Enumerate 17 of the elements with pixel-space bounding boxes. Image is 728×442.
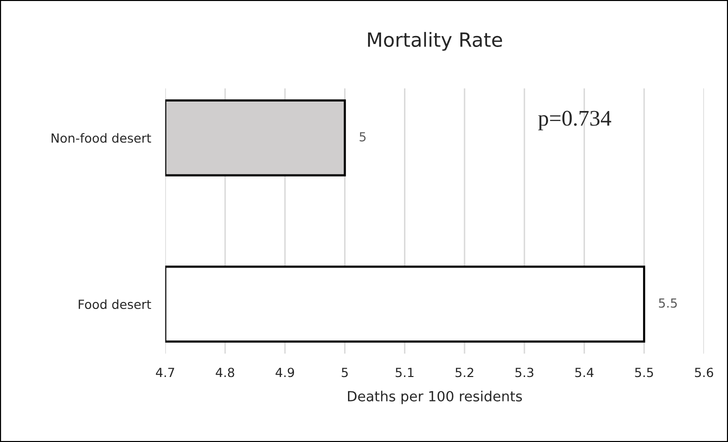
x-tick-label: 5.6 — [695, 368, 714, 378]
x-tick-label: 5.3 — [515, 368, 534, 378]
x-tick-label: 5 — [342, 368, 348, 378]
x-tick-label: 4.9 — [276, 368, 294, 378]
x-tick-label: 4.8 — [216, 368, 234, 378]
x-axis-title: Deaths per 100 residents — [348, 390, 522, 404]
y-tick-label: Food desert — [78, 299, 152, 310]
y-tick-label: Non-food desert — [52, 133, 152, 143]
x-tick-label: 4.7 — [156, 368, 174, 377]
x-tick-label: 5.5 — [635, 368, 653, 378]
data-label: 5.5 — [658, 298, 677, 308]
data-label: 5 — [360, 132, 366, 142]
x-tick-label: 5.1 — [396, 368, 414, 378]
x-tick-label: 5.4 — [575, 368, 594, 378]
x-tick-label: 5.2 — [456, 368, 474, 378]
annotation: p=0.734 — [538, 110, 612, 130]
chart-title: Mortality Rate — [368, 32, 502, 51]
